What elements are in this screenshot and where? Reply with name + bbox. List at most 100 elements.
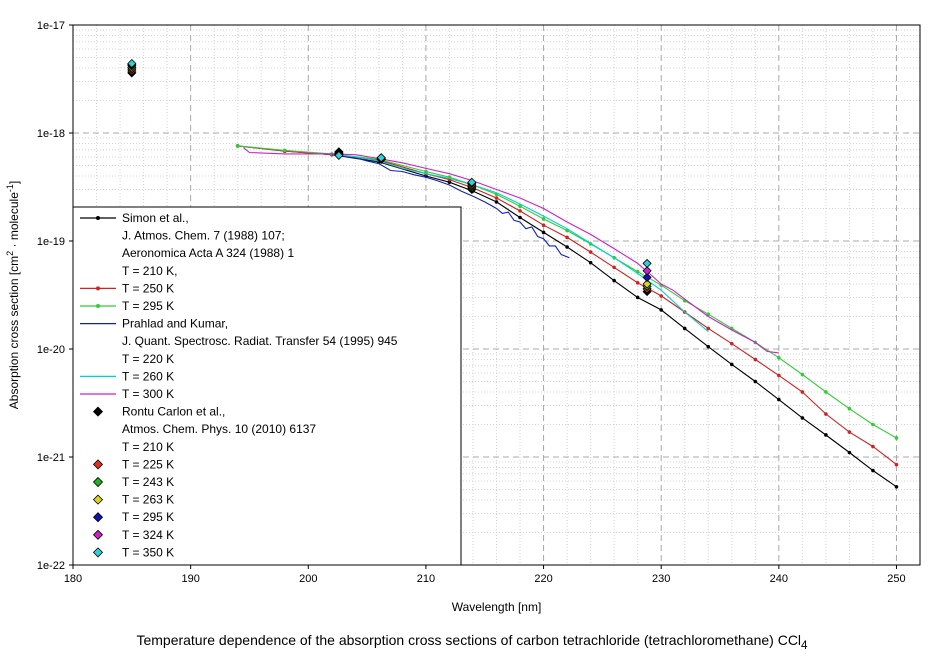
data-point	[612, 278, 616, 283]
y-title-sup-2: -1	[5, 184, 15, 192]
series-layer	[127, 58, 899, 489]
data-point-diamond	[642, 266, 652, 276]
legend-label: T = 300 K	[122, 387, 174, 401]
data-point	[871, 468, 875, 473]
y-tick-label: 1e-21	[37, 452, 65, 464]
y-tick-label: 1e-20	[37, 344, 65, 356]
data-point	[800, 416, 805, 420]
legend-label: T = 210 K,	[122, 264, 177, 278]
legend-label: Atmos. Chem. Phys. 10 (2010) 6137	[122, 422, 316, 436]
data-point	[894, 484, 899, 489]
data-point	[635, 281, 640, 285]
y-title-part-2: · molecule	[7, 192, 21, 251]
y-tick-label: 1e-19	[37, 236, 65, 248]
data-point	[706, 344, 711, 349]
data-point	[824, 412, 828, 416]
data-point	[588, 250, 593, 254]
x-tick-label: 240	[770, 573, 788, 585]
data-point	[565, 235, 569, 240]
legend-label: Prahlad and Kumar,	[122, 317, 228, 331]
data-point-diamond	[127, 58, 137, 69]
data-point	[800, 372, 805, 377]
legend-label: T = 220 K	[122, 352, 174, 366]
legend: Simon et al., J. Atmos. Chem. 7 (1988) 10…	[72, 206, 462, 566]
legend-label: T = 210 K	[122, 440, 174, 454]
legend-symbol-dot	[96, 216, 100, 220]
data-point-diamond	[376, 153, 386, 163]
legend-label: J. Quant. Spectrosc. Radiat. Transfer 54…	[122, 334, 398, 348]
series-line-prahlad220	[331, 154, 570, 259]
legend-symbol-diamond	[92, 476, 104, 488]
data-point-diamond	[642, 279, 652, 289]
data-point	[800, 390, 805, 394]
figure-caption: Temperature dependence of the absorption…	[0, 632, 944, 652]
legend-label: T = 260 K	[122, 369, 174, 383]
data-point	[494, 196, 499, 200]
data-point	[824, 390, 828, 394]
x-tick-label: 210	[417, 573, 435, 585]
data-point	[424, 169, 428, 174]
y-axis-title: Absorption cross section [cm2 · molecule…	[5, 181, 21, 409]
data-point	[541, 217, 546, 221]
data-point	[541, 230, 546, 235]
x-axis-title: Wavelength [nm]	[452, 600, 542, 614]
data-point	[847, 450, 852, 455]
data-point	[565, 245, 569, 249]
data-point	[588, 260, 593, 265]
x-tick-label: 200	[299, 573, 317, 585]
series-rontu350	[127, 58, 652, 268]
data-point	[447, 180, 452, 185]
legend-label: T = 295 K	[122, 510, 174, 524]
legend-symbol-diamond	[92, 406, 104, 417]
x-tick-label: 250	[887, 573, 905, 585]
data-point-diamond	[642, 272, 652, 282]
x-tick-label: 180	[64, 573, 82, 585]
legend-symbol-diamond	[92, 494, 104, 505]
caption-subscript: 4	[801, 638, 808, 652]
legend-label: Simon et al.,	[122, 211, 189, 225]
data-point	[894, 462, 899, 467]
legend-symbol-diamond	[92, 459, 104, 470]
legend-label: T = 243 K	[122, 475, 174, 489]
x-tick-label: 230	[652, 573, 670, 585]
data-point	[706, 312, 711, 317]
data-point	[847, 430, 852, 434]
data-point	[518, 204, 522, 209]
data-point	[612, 265, 616, 270]
legend-box	[72, 206, 462, 566]
legend-symbol-diamond	[92, 529, 104, 540]
series-prahlad220	[331, 154, 570, 259]
data-point	[871, 422, 875, 427]
data-point	[777, 373, 781, 378]
data-point	[659, 308, 663, 312]
series-line-prahlad300	[243, 147, 779, 354]
y-tick-label: 1e-17	[37, 20, 65, 32]
legend-symbol-diamond	[92, 547, 104, 558]
data-point	[871, 444, 875, 449]
data-point	[282, 148, 287, 153]
data-point	[777, 397, 781, 402]
data-point	[706, 326, 711, 331]
x-tick-label: 190	[181, 573, 199, 585]
data-point	[729, 362, 734, 367]
legend-label: T = 225 K	[122, 457, 174, 471]
data-point	[777, 355, 781, 360]
data-point	[729, 341, 734, 346]
data-point	[894, 436, 899, 440]
legend-symbol-diamond	[92, 512, 104, 523]
caption-text: Temperature dependence of the absorption…	[136, 632, 802, 648]
legend-label: T = 295 K	[122, 299, 174, 313]
legend-symbol-dot	[96, 286, 100, 291]
x-axis-ticks: 180 190 200 210 220 230 240 250	[64, 565, 906, 585]
legend-label: Aeronomica Acta A 324 (1988) 1	[122, 246, 294, 260]
data-point	[541, 223, 546, 228]
series-prahlad300	[243, 147, 779, 354]
data-point-diamond	[467, 177, 477, 187]
y-title-part-1: Absorption cross section [cm	[7, 256, 21, 409]
data-point	[824, 433, 828, 437]
legend-label: Rontu Carlon et al.,	[122, 405, 225, 419]
legend-symbol-dot	[96, 304, 100, 308]
legend-label: J. Atmos. Chem. 7 (1988) 107;	[122, 229, 285, 243]
data-point	[753, 379, 758, 384]
y-title-sup-1: 2	[5, 251, 15, 256]
